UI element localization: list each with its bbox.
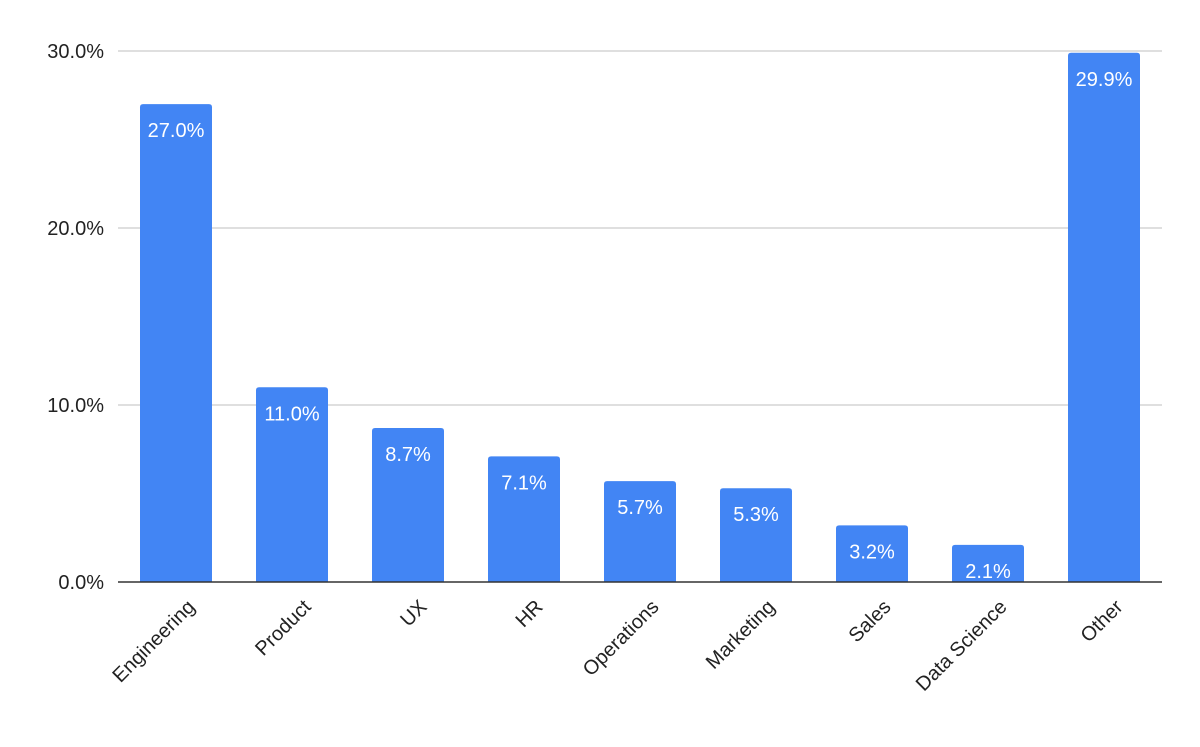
bar-data-label: 27.0%: [148, 120, 205, 142]
bar-data-label: 2.1%: [965, 561, 1011, 583]
y-tick-label: 30.0%: [47, 41, 104, 63]
bar-sales: [836, 525, 908, 582]
gridlines: [118, 50, 1162, 406]
x-tick-label: Product: [251, 596, 316, 661]
bar-data-label: 29.9%: [1076, 69, 1133, 91]
bar-data-label: 8.7%: [385, 444, 431, 466]
x-tick-label: Engineering: [108, 596, 199, 687]
bar-data-science: [952, 544, 1024, 582]
y-tick-label: 0.0%: [58, 572, 104, 594]
x-tick-label: Sales: [845, 596, 896, 647]
bar-data-label: 7.1%: [501, 472, 547, 494]
bar-data-label: 5.7%: [617, 497, 663, 519]
y-tick-label: 10.0%: [47, 395, 104, 417]
bar-marketing: [720, 488, 792, 582]
x-tick-label: Operations: [579, 596, 664, 681]
x-tick-label: Data Science: [912, 596, 1012, 696]
bar-data-label: 5.3%: [733, 504, 779, 526]
x-tick-label: Other: [1077, 596, 1128, 647]
bars: [140, 52, 1140, 582]
bar-hr: [488, 456, 560, 582]
bar-ux: [372, 428, 444, 582]
bar-data-label: 11.0%: [264, 403, 319, 425]
bar-product: [256, 387, 328, 582]
x-tick-label: HR: [512, 596, 548, 632]
bar-other: [1068, 52, 1140, 582]
bar-data-label: 3.2%: [849, 541, 895, 563]
bar-operations: [604, 481, 676, 582]
bar-data-labels: 27.0% 11.0% 8.7% 7.1% 5.7% 5.3% 3.2% 2.1% 29.9%: [148, 69, 1133, 583]
y-axis: 0.0% 10.0% 20.0% 30.0%: [47, 41, 104, 594]
y-tick-label: 20.0%: [47, 218, 104, 240]
x-tick-label: Marketing: [702, 596, 780, 674]
x-tick-label: UX: [396, 596, 431, 631]
x-axis: Engineering Product UX HR Operations Marketin…: [108, 581, 1162, 696]
bar-engineering: [140, 104, 212, 582]
